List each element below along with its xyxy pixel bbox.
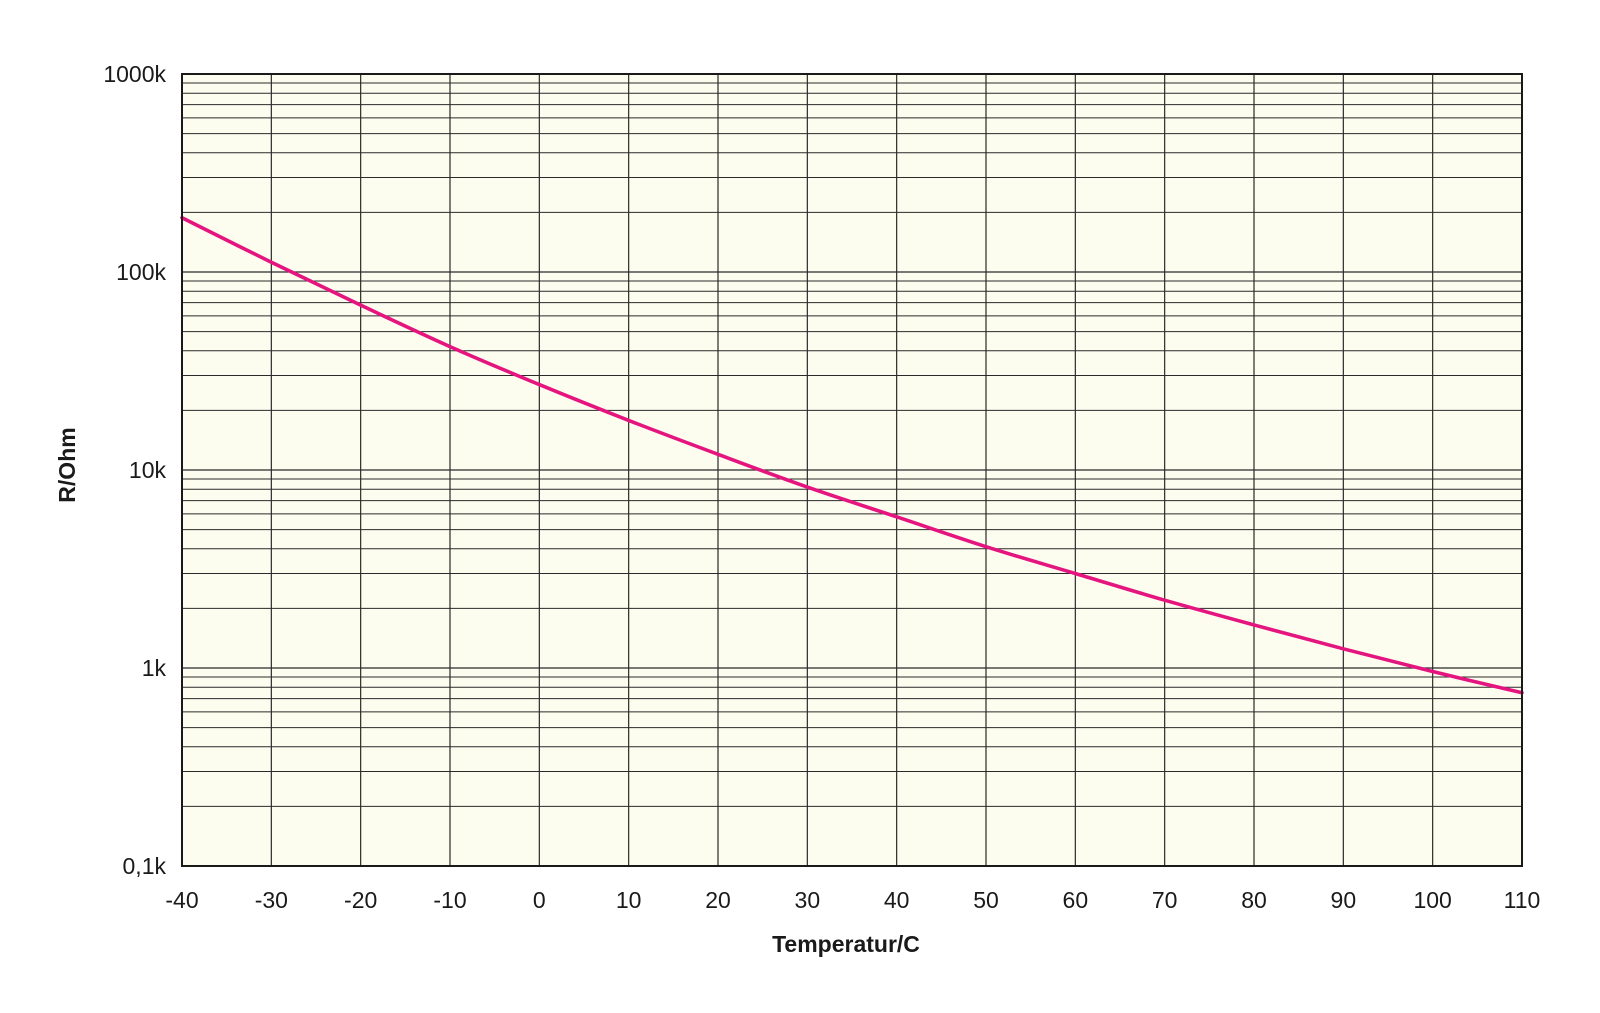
x-tick-label: 10 bbox=[616, 887, 642, 913]
x-tick-label: 50 bbox=[973, 887, 999, 913]
y-tick-label: 1000k bbox=[103, 61, 166, 87]
x-tick-label: 30 bbox=[795, 887, 821, 913]
x-tick-labels: -40 -30 -20 -10 0 10 20 30 40 50 60 70 80 90 100 110 bbox=[165, 887, 1540, 913]
x-tick-label: -20 bbox=[344, 887, 377, 913]
x-tick-label: 110 bbox=[1504, 887, 1541, 913]
x-tick-label: 0 bbox=[533, 887, 546, 913]
y-tick-label: 0,1k bbox=[123, 853, 167, 879]
y-tick-label: 1k bbox=[142, 655, 167, 681]
x-tick-label: 60 bbox=[1063, 887, 1089, 913]
minor-gridlines bbox=[182, 82, 1522, 807]
x-axis-title: Temperatur/C bbox=[772, 931, 920, 957]
x-tick-label: 80 bbox=[1241, 887, 1267, 913]
y-tick-labels: 0,1k 1k 10k 100k 1000k bbox=[103, 61, 166, 879]
x-tick-label: -30 bbox=[255, 887, 288, 913]
plot-frame bbox=[181, 73, 1523, 867]
x-tick-label: 40 bbox=[884, 887, 910, 913]
series-line bbox=[180, 215, 1524, 695]
y-tick-label: 100k bbox=[116, 259, 166, 285]
x-tick-label: -10 bbox=[433, 887, 466, 913]
x-tick-label: 70 bbox=[1152, 887, 1178, 913]
y-tick-label: 10k bbox=[129, 457, 167, 483]
x-tick-label: 100 bbox=[1413, 887, 1451, 913]
x-tick-label: -40 bbox=[165, 887, 198, 913]
x-tick-label: 20 bbox=[705, 887, 731, 913]
x-tick-label: 90 bbox=[1331, 887, 1357, 913]
series-layer bbox=[180, 215, 1524, 695]
y-axis-title: R/Ohm bbox=[54, 427, 80, 502]
